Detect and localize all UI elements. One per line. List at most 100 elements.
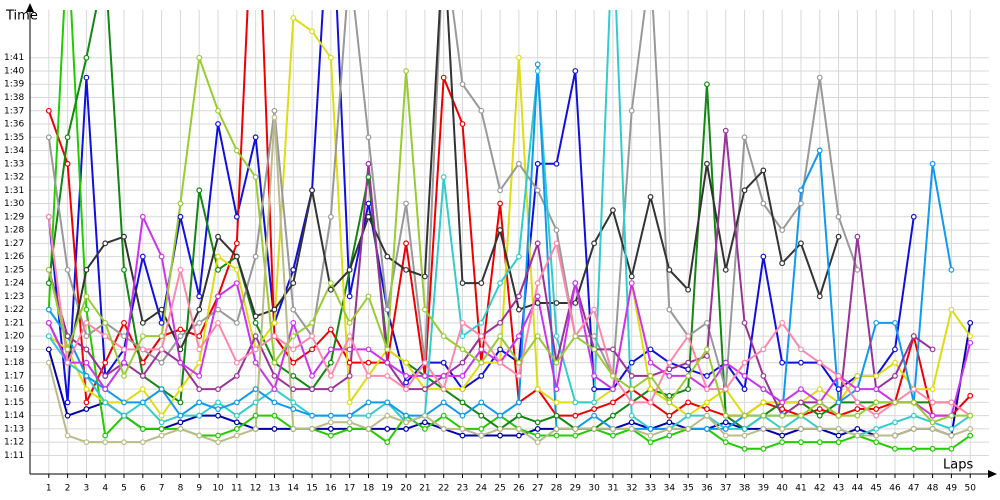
lap-point: [45, 333, 52, 340]
x-tick-label: 12: [250, 484, 261, 494]
lap-point: [196, 359, 203, 366]
lap-point: [177, 326, 184, 333]
lap-point: [816, 359, 823, 366]
lap-point: [327, 432, 334, 439]
lap-point: [83, 319, 90, 326]
lap-point: [309, 372, 315, 379]
lap-point: [421, 306, 428, 313]
lap-point: [873, 386, 880, 393]
x-tick-label: 14: [288, 484, 300, 494]
lap-point: [121, 319, 127, 326]
lap-point: [760, 445, 767, 452]
y-tick-label: 1:41: [4, 53, 24, 63]
lap-point: [553, 386, 560, 393]
lap-point: [403, 200, 409, 207]
lap-point: [722, 386, 729, 393]
lap-point: [534, 432, 541, 439]
lap-point: [252, 253, 259, 260]
lap-point: [854, 406, 861, 412]
lap-point: [722, 419, 729, 426]
lap-point: [309, 319, 315, 326]
lap-point: [910, 386, 917, 393]
x-tick-label: 20: [400, 484, 412, 494]
lap-point: [384, 426, 391, 432]
lap-point: [647, 399, 654, 406]
lap-point: [346, 319, 353, 326]
lap-point: [459, 280, 466, 286]
lap-point: [459, 386, 466, 393]
lap-point: [290, 266, 297, 273]
y-tick-label: 1:40: [4, 66, 24, 76]
lap-point: [215, 319, 221, 326]
lap-point: [121, 399, 127, 406]
lap-point: [816, 439, 823, 446]
y-tick-label: 1:34: [4, 146, 24, 156]
lap-point: [440, 386, 447, 393]
lap-point: [516, 293, 522, 300]
x-tick-label: 18: [363, 484, 375, 494]
x-tick-label: 2: [65, 484, 71, 494]
lap-point: [215, 266, 221, 273]
lap-point: [233, 280, 240, 286]
lap-point: [459, 121, 466, 127]
lap-point: [647, 346, 654, 353]
lap-point: [553, 426, 560, 432]
lap-point: [309, 412, 315, 419]
lap-point: [910, 426, 917, 432]
lap-point: [440, 426, 447, 432]
lap-point: [252, 174, 259, 180]
lap-point: [610, 399, 616, 406]
lap-point: [121, 359, 127, 366]
lap-point: [779, 406, 786, 412]
x-tick-label: 30: [588, 484, 600, 494]
lap-point: [290, 399, 297, 406]
lap-point: [83, 306, 90, 313]
lap-point: [121, 372, 127, 379]
lap-point: [158, 333, 165, 340]
lap-point: [572, 412, 579, 419]
lap-point: [628, 107, 635, 114]
lap-point: [309, 386, 315, 393]
lap-point: [610, 207, 616, 214]
lap-point: [196, 432, 203, 439]
lap-point: [327, 386, 334, 393]
lap-point: [440, 333, 447, 340]
lap-point: [327, 326, 334, 333]
x-tick-label: 19: [382, 484, 394, 494]
lap-point: [760, 412, 767, 419]
lap-point: [478, 359, 485, 366]
lap-point: [384, 412, 391, 419]
lap-point: [365, 372, 372, 379]
lap-point: [666, 426, 673, 432]
lap-point: [215, 233, 221, 240]
lap-point: [177, 386, 184, 393]
lap-point: [252, 346, 259, 353]
lap-point: [233, 372, 240, 379]
lap-point: [403, 359, 409, 366]
lap-point: [610, 346, 616, 353]
lap-point: [779, 260, 786, 267]
lap-point: [873, 439, 880, 446]
lap-point: [666, 412, 673, 419]
y-tick-label: 1:23: [4, 292, 24, 302]
lap-point: [760, 386, 767, 393]
lap-point: [309, 28, 315, 35]
lap-point: [666, 372, 673, 379]
lap-point: [478, 372, 485, 379]
lap-point: [252, 313, 259, 320]
series-line: [47, 10, 971, 417]
lap-point: [516, 399, 522, 406]
lap-point: [177, 359, 184, 366]
x-tick-label: 26: [513, 484, 525, 494]
lap-point: [854, 386, 861, 393]
lap-point: [553, 399, 560, 406]
lap-point: [309, 346, 315, 353]
x-tick-label: 11: [231, 484, 242, 494]
lap-point: [252, 412, 259, 419]
lap-point: [516, 306, 522, 313]
lap-point: [835, 233, 842, 240]
lap-point: [139, 359, 146, 366]
lap-point: [215, 253, 221, 260]
lap-point: [403, 426, 409, 432]
lap-point: [158, 346, 165, 353]
